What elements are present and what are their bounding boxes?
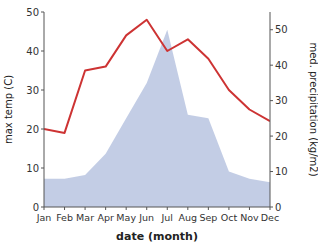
x-tick-label: Nov — [240, 212, 259, 223]
x-tick-label: Jul — [161, 212, 173, 223]
y2-tick — [270, 136, 273, 137]
y2-tick — [270, 29, 273, 30]
x-tick — [85, 207, 86, 210]
plot-area — [44, 20, 270, 207]
y-tick — [41, 129, 44, 130]
x-tick — [105, 207, 106, 210]
x-tick — [208, 207, 209, 210]
y-axis-label: max temp (C) — [3, 75, 14, 144]
y2-tick — [270, 100, 273, 101]
y-tick — [41, 90, 44, 91]
x-axis-label: date (month) — [116, 230, 198, 243]
y-tick-label: 0 — [33, 202, 39, 213]
x-tick-label: Oct — [221, 212, 238, 223]
y-tick — [41, 12, 44, 13]
x-tick-label: Dec — [261, 212, 279, 223]
x-tick-label: Jun — [138, 212, 154, 223]
x-tick-label: May — [116, 212, 136, 223]
x-tick — [64, 207, 65, 210]
y-tick-label: 10 — [26, 163, 39, 174]
y-tick-label: 20 — [26, 124, 39, 135]
x-tick-label: Jan — [36, 212, 52, 223]
y2-tick — [270, 65, 273, 66]
precipitation-area — [44, 30, 270, 207]
y2-axis-line — [270, 12, 271, 207]
x-tick-label: Apr — [97, 212, 114, 223]
x-tick-label: Aug — [179, 212, 198, 223]
chart: JanFebMarAprMayJunJulAugSepOctNovDec0102… — [0, 0, 318, 247]
y2-tick — [270, 171, 273, 172]
y2-tick-label: 50 — [275, 24, 288, 35]
y-tick — [41, 207, 44, 208]
y2-tick-label: 0 — [275, 202, 281, 213]
y2-tick-label: 30 — [275, 95, 288, 106]
y-axis-line — [44, 12, 45, 207]
y2-tick-label: 20 — [275, 131, 288, 142]
x-tick — [126, 207, 127, 210]
y-tick-label: 50 — [26, 7, 39, 18]
y-tick — [41, 168, 44, 169]
y2-tick-label: 10 — [275, 166, 288, 177]
y-tick — [41, 51, 44, 52]
x-tick — [249, 207, 250, 210]
temperature-line — [44, 20, 270, 133]
x-tick — [187, 207, 188, 210]
y-tick-label: 40 — [26, 46, 39, 57]
x-tick-label: Sep — [199, 212, 217, 223]
x-tick — [146, 207, 147, 210]
x-tick-label: Mar — [76, 212, 94, 223]
y2-tick — [270, 207, 273, 208]
x-axis-line — [44, 207, 270, 208]
x-tick — [167, 207, 168, 210]
y2-tick-label: 40 — [275, 60, 288, 71]
x-tick — [228, 207, 229, 210]
x-tick-label: Feb — [56, 212, 73, 223]
y-tick-label: 30 — [26, 85, 39, 96]
y2-axis-label: med. precipitation (kg/m2) — [308, 42, 318, 176]
